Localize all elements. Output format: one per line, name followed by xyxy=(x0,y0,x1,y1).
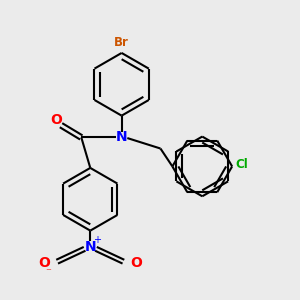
Text: O: O xyxy=(130,256,142,271)
Text: O: O xyxy=(50,113,62,127)
Text: N: N xyxy=(116,130,127,145)
Text: Cl: Cl xyxy=(235,158,248,171)
Text: N: N xyxy=(85,240,96,254)
Text: ⁻: ⁻ xyxy=(46,267,51,277)
Text: Br: Br xyxy=(114,36,129,50)
Text: +: + xyxy=(93,236,101,245)
Text: O: O xyxy=(38,256,50,271)
